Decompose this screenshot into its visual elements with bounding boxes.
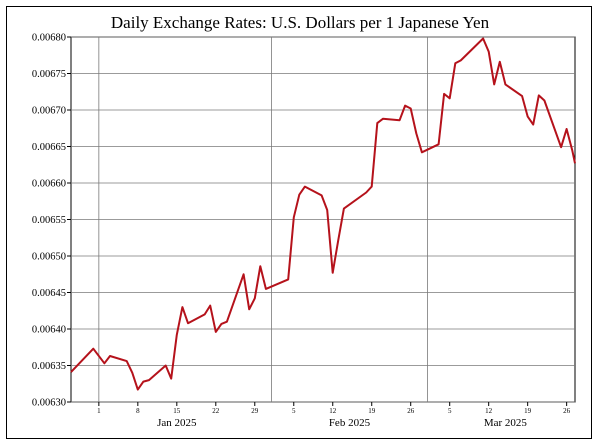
y-tick-label: 0.00680 — [32, 33, 66, 44]
month-labels: Jan 2025 Feb 2025 Mar 2025 — [157, 417, 527, 429]
y-tick-label: 0.00630 — [32, 398, 66, 409]
y-tick-label: 0.00660 — [32, 179, 66, 190]
x-tick-label: 19 — [368, 407, 376, 415]
x-tick-label: 26 — [407, 407, 415, 415]
month-label: Mar 2025 — [484, 417, 528, 429]
x-tick-label: 29 — [251, 407, 259, 415]
y-tick-label: 0.00665 — [32, 142, 66, 153]
x-tick-label: 1 — [97, 407, 101, 415]
x-axis-ticks: 1 8 15 22 29 5 12 19 26 5 12 19 26 — [97, 402, 571, 415]
y-tick-label: 0.00640 — [32, 325, 66, 336]
y-axis-ticks: 0.00630 0.00635 0.00640 0.00645 0.00650 0.006… — [32, 33, 71, 409]
y-tick-label: 0.00675 — [32, 69, 66, 80]
x-tick-label: 5 — [292, 407, 296, 415]
y-tick-label: 0.00655 — [32, 215, 66, 226]
x-tick-label: 12 — [485, 407, 493, 415]
y-tick-label: 0.00645 — [32, 288, 66, 299]
x-tick-label: 5 — [448, 407, 452, 415]
y-tick-label: 0.00670 — [32, 106, 66, 117]
gridlines — [71, 36, 575, 403]
chart-title: Daily Exchange Rates: U.S. Dollars per 1… — [111, 13, 490, 32]
x-tick-label: 19 — [524, 407, 532, 415]
x-tick-label: 12 — [329, 407, 337, 415]
exchange-rate-line — [70, 37, 576, 391]
month-label: Jan 2025 — [157, 417, 197, 429]
x-tick-label: 22 — [212, 407, 220, 415]
x-tick-label: 8 — [136, 407, 140, 415]
y-tick-label: 0.00650 — [32, 252, 66, 263]
y-tick-label: 0.00635 — [32, 361, 66, 372]
x-tick-label: 15 — [173, 407, 181, 415]
month-label: Feb 2025 — [329, 417, 371, 429]
x-tick-label: 26 — [563, 407, 571, 415]
